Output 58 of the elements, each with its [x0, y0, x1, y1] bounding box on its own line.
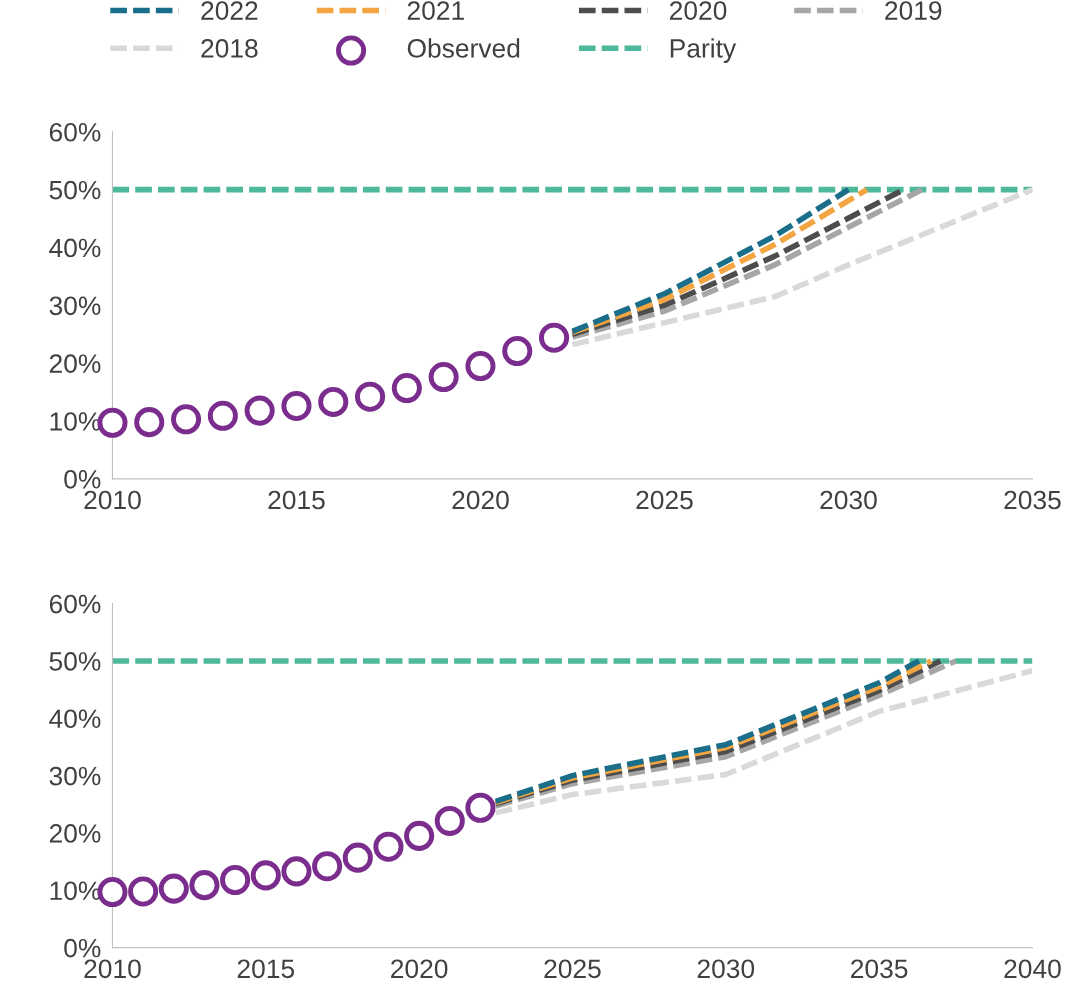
x-tick-label: 2010 [84, 490, 141, 510]
x-tick-label: 2020 [391, 959, 448, 979]
y-tick-label: 50% [49, 652, 101, 671]
point [281, 856, 312, 887]
point [220, 864, 251, 896]
x-tick-label: 2035 [1004, 490, 1061, 510]
point [465, 351, 496, 382]
x-tick-label: 2015 [237, 959, 295, 979]
x-tick-label: 2030 [820, 490, 877, 510]
point [502, 335, 533, 367]
x-tick-label: 2030 [697, 959, 755, 979]
legend-label: 2019 [885, 1, 942, 20]
point [244, 395, 275, 426]
point [318, 386, 349, 417]
point [355, 381, 386, 412]
y-tick-label: 20% [49, 824, 101, 843]
point [373, 831, 404, 862]
legend-label: 2020 [670, 1, 727, 20]
y-tick-label: 60% [49, 122, 101, 142]
point [97, 876, 128, 908]
legend-label: 2021 [407, 1, 464, 20]
point [97, 407, 128, 438]
y-tick-label: 30% [49, 766, 101, 786]
point [250, 860, 281, 891]
point [128, 876, 159, 907]
point [281, 390, 312, 422]
point [404, 820, 435, 851]
y-tick-label: 20% [49, 354, 101, 373]
x-tick-label: 2035 [851, 959, 908, 979]
point [134, 407, 165, 438]
point [434, 805, 465, 836]
x-tick-label: 2020 [452, 490, 509, 510]
legend-label: Observed [407, 38, 520, 58]
x-tick-label: 2025 [636, 490, 693, 510]
x-tick-label: 2025 [544, 959, 601, 979]
y-tick-label: 60% [49, 594, 101, 614]
y-tick-label: 40% [49, 709, 101, 729]
y-tick-label: 50% [49, 180, 101, 200]
x-tick-label: 2040 [1004, 959, 1061, 979]
legend-label: Parity [670, 38, 737, 63]
legend-label: 2022 [201, 1, 258, 20]
point [391, 372, 422, 404]
x-tick-label: 2010 [84, 959, 141, 979]
point [189, 870, 220, 901]
point [539, 322, 570, 353]
y-tick-label: 0% [64, 938, 101, 958]
point [312, 851, 343, 882]
point [207, 400, 238, 431]
point [171, 404, 202, 435]
legend-label: 2018 [201, 39, 258, 58]
x-tick-label: 2015 [268, 490, 325, 510]
point [465, 792, 496, 823]
y-tick-label: 0% [64, 469, 101, 489]
y-tick-label: 30% [49, 296, 101, 316]
point [428, 362, 459, 393]
point [342, 842, 373, 873]
y-tick-label: 40% [49, 238, 101, 258]
point [158, 873, 189, 904]
